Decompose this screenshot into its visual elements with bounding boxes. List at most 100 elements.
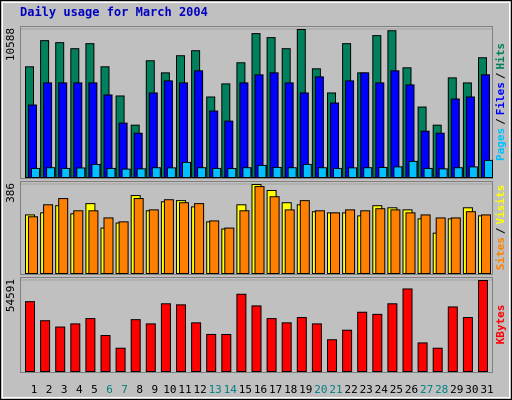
bar (417, 342, 428, 372)
bar (281, 322, 292, 372)
bar (287, 167, 297, 178)
bar (393, 166, 403, 178)
x-tick-label: 1 (31, 383, 38, 396)
bar (314, 76, 324, 178)
bar (221, 333, 232, 373)
bar (163, 199, 174, 275)
legend: Sites / Visits (494, 185, 507, 271)
legend-entry: Files (494, 82, 507, 115)
bar (28, 104, 37, 178)
bar (357, 311, 368, 373)
bar (272, 166, 282, 178)
bar (468, 166, 478, 178)
bar (375, 208, 386, 274)
x-tick-label: 28 (435, 383, 448, 396)
legend: KBytes (494, 305, 507, 345)
bar (145, 323, 156, 372)
bar (345, 80, 355, 178)
bar (254, 74, 264, 178)
bar (43, 82, 53, 178)
x-tick-label: 13 (209, 383, 222, 396)
bar (447, 306, 458, 372)
y-tick-label: 386 (4, 183, 17, 203)
bar (342, 329, 353, 373)
x-tick-label: 26 (405, 383, 418, 396)
bar (296, 317, 307, 373)
bar (465, 96, 475, 178)
x-tick-label: 31 (480, 383, 493, 396)
legend-separator: / (494, 118, 507, 125)
bar (133, 198, 144, 275)
x-tick-label: 7 (121, 383, 128, 396)
bar (88, 82, 98, 178)
legend-entry: Pages (494, 128, 507, 161)
bar (182, 161, 191, 179)
bar (115, 347, 126, 372)
bar (58, 198, 69, 275)
bar (160, 303, 171, 372)
bar (269, 72, 279, 178)
bar (481, 214, 491, 274)
bar (251, 305, 262, 372)
bar (405, 212, 416, 275)
bar (103, 217, 114, 275)
x-tick-label: 15 (239, 383, 252, 396)
x-tick-label: 30 (465, 383, 478, 396)
bar (100, 335, 111, 372)
bar (176, 304, 186, 372)
bar (136, 168, 146, 179)
x-tick-label: 12 (193, 383, 206, 396)
legend-separator: / (494, 227, 507, 234)
bar (151, 167, 161, 178)
bar (254, 186, 265, 275)
bar (209, 220, 220, 274)
bar (91, 163, 101, 178)
bar (465, 211, 476, 275)
x-tick-label: 2 (46, 383, 53, 396)
bar (40, 320, 51, 372)
bar (423, 167, 433, 179)
bar (197, 167, 207, 178)
x-tick-label: 6 (106, 383, 113, 396)
x-tick-label: 14 (224, 383, 238, 396)
bar (432, 347, 443, 372)
bar (453, 167, 463, 178)
bar (333, 167, 342, 179)
bar (360, 210, 371, 274)
y-tick-label: 10588 (4, 28, 17, 61)
bar (327, 339, 337, 372)
x-tick-label: 21 (329, 383, 342, 396)
legend-entry: KBytes (494, 305, 507, 345)
x-tick-label: 16 (254, 383, 267, 396)
x-tick-label: 9 (151, 383, 158, 396)
bar (121, 168, 131, 178)
x-tick-label: 19 (299, 383, 312, 396)
bar (28, 216, 38, 274)
bar (73, 82, 83, 178)
bar (55, 326, 66, 372)
bar (212, 167, 222, 179)
bar (330, 102, 339, 178)
x-tick-label: 5 (91, 383, 98, 396)
bar (372, 313, 383, 373)
bar (478, 280, 488, 372)
bar (438, 168, 448, 179)
bar (163, 80, 173, 178)
bar (387, 303, 398, 372)
bar (360, 72, 370, 178)
bar (345, 209, 356, 275)
bar (85, 318, 96, 372)
bar (299, 200, 310, 274)
bar (257, 164, 267, 178)
bar (375, 82, 385, 178)
bar (73, 210, 84, 274)
x-tick-label: 4 (76, 383, 83, 396)
x-tick-label: 10 (163, 383, 176, 396)
x-tick-label: 8 (136, 383, 143, 396)
legend-entry: Hits (494, 43, 507, 70)
chart-title: Daily usage for March 2004 (20, 5, 208, 19)
bar (194, 203, 205, 274)
legend-entry: Sites (494, 237, 507, 270)
